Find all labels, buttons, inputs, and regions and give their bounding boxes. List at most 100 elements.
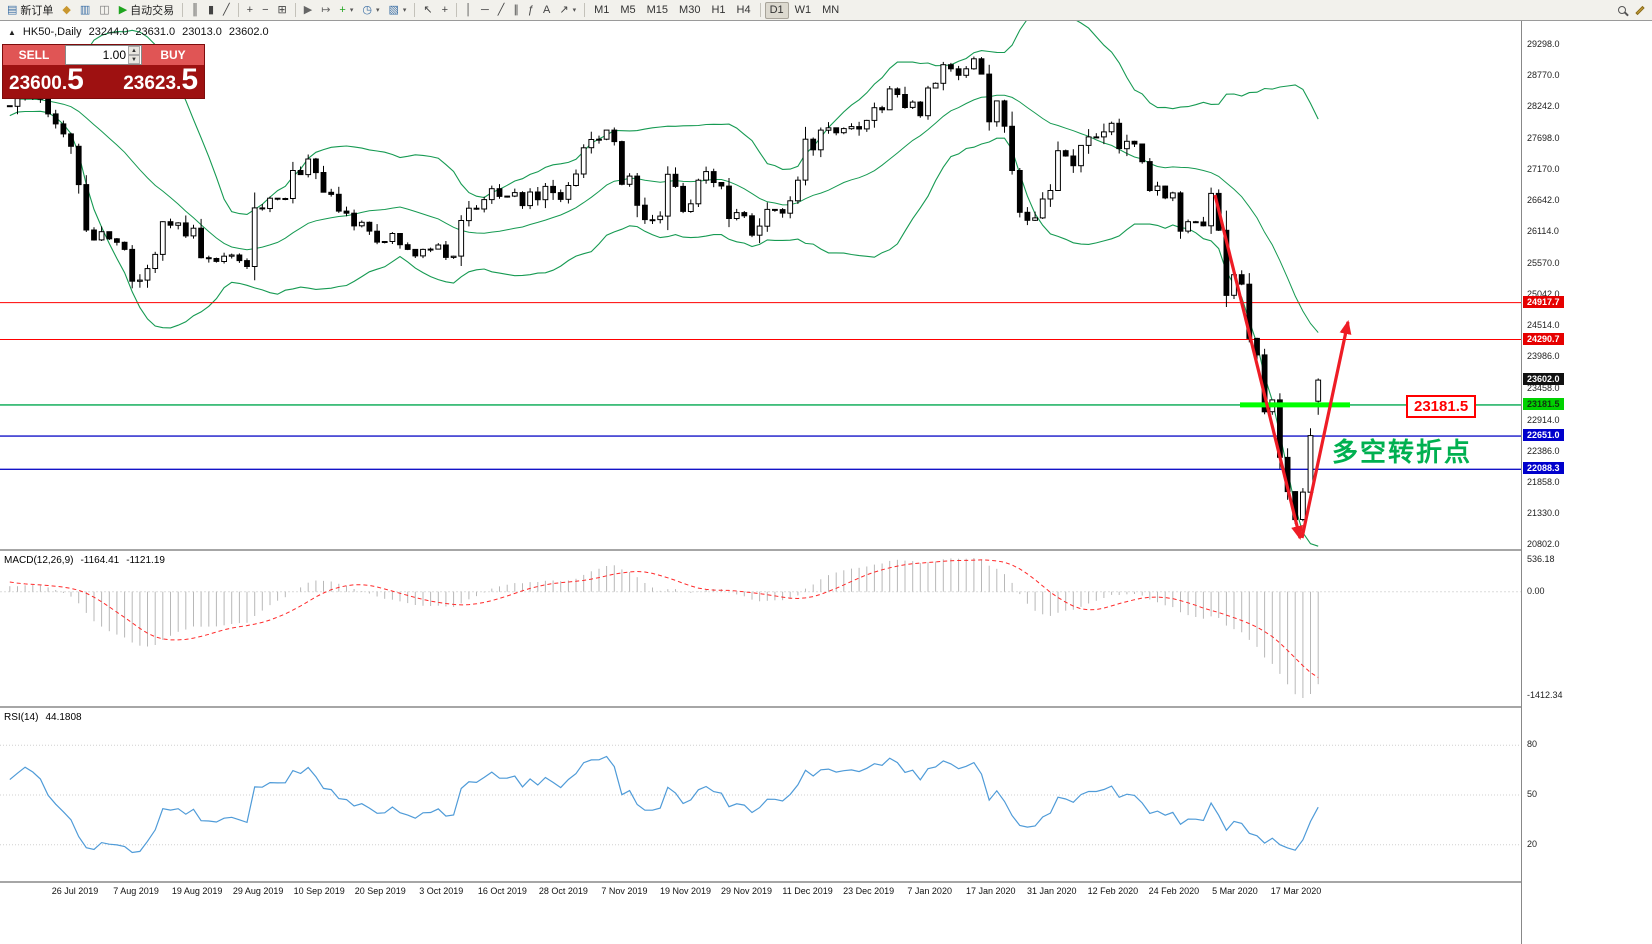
toolbar-separator [584, 3, 586, 17]
bar-chart-icon[interactable]: ║ [187, 2, 203, 19]
date-label: 23 Dec 2019 [843, 886, 895, 896]
timeframe-w1-label: W1 [794, 4, 812, 16]
timeframe-m5-label: M5 [620, 4, 636, 16]
main-plot[interactable] [0, 11, 1521, 547]
add-indicator-button-glyph: + [339, 3, 346, 16]
time-axis[interactable]: 26 Jul 2019 7 Aug 2019 19 Aug 2019 29 Aug 2… [0, 883, 1521, 901]
timeframe-mn[interactable]: MN [817, 2, 844, 19]
price-tick: 27170.0 [1527, 163, 1560, 174]
date-label: 7 Nov 2019 [601, 886, 648, 896]
candlestick-chart-icon[interactable]: ▮ [204, 2, 218, 19]
buy-price[interactable]: 23623. 5 [123, 65, 198, 94]
trend-arrow[interactable] [1300, 320, 1352, 539]
channel-icon[interactable]: ∥ [509, 2, 523, 19]
chart-shift-icon-glyph: ↦ [321, 3, 331, 16]
crosshair-icon[interactable]: + [438, 2, 452, 19]
chart-shift-icon[interactable]: ↦ [317, 2, 334, 19]
rsi-name: RSI(14) [4, 712, 39, 723]
toolbar-separator [759, 3, 761, 17]
text-label-icon[interactable]: A [539, 2, 554, 19]
timeframe-m1[interactable]: M1 [589, 2, 614, 19]
toolbar-separator [456, 3, 458, 17]
template-menu-icon-glyph: ▧ [388, 3, 399, 16]
trendline-icon[interactable]: ╱ [494, 2, 509, 19]
macd-signal-value: -1121.19 [126, 555, 165, 566]
toolbar-separator [414, 3, 416, 17]
sell-button[interactable]: SELL [3, 45, 65, 65]
date-label: 5 Mar 2020 [1212, 886, 1258, 896]
price-tick: 24514.0 [1527, 320, 1560, 331]
one-click-collapse-icon[interactable]: ▲ [8, 27, 16, 37]
date-label: 29 Nov 2019 [721, 886, 773, 896]
navigator-icon[interactable]: ▥ [76, 2, 94, 19]
vertical-line-icon[interactable]: │ [461, 2, 476, 19]
macd-name: MACD(12,26,9) [4, 555, 74, 566]
chevron-down-icon: ▾ [349, 7, 354, 14]
rsi-panel-separator[interactable] [0, 706, 1652, 708]
macd-plot[interactable] [0, 558, 1521, 698]
timeframe-h4[interactable]: H4 [732, 2, 756, 19]
fibonacci-icon[interactable]: ƒ [524, 2, 538, 19]
price-axis[interactable]: 29298.0 28770.0 28242.0 27698.0 27170.0 26642… [1521, 21, 1652, 944]
timeframe-m30[interactable]: M30 [674, 2, 705, 19]
macd-panel-separator[interactable] [0, 549, 1652, 551]
terminal-icon[interactable]: ◫ [95, 2, 113, 19]
auto-trading-button[interactable]: ▶ 自动交易 [115, 2, 178, 19]
new-order-button[interactable]: ▤ 新订单 [3, 2, 57, 19]
volume-input[interactable]: 1.00 ▲ ▼ [65, 45, 142, 65]
date-label: 10 Sep 2019 [293, 886, 345, 896]
price-tick: 22914.0 [1527, 414, 1560, 425]
horizontal-line-icon[interactable]: ─ [477, 2, 493, 19]
toolbar: ▤ 新订单 ◆ ▥ ◫ ▶ 自动交易 ║ ▮ ╱ + − ⊞ ▶ ↦ + ▾ ◷ ▾ ▧ ▾ ↖ + │ ─ ╱ ∥ ƒ A ↗ ▾ M1 M5… [0, 0, 1652, 21]
support-price-label[interactable]: 23181.5 [1406, 395, 1477, 418]
volume-increase-button[interactable]: ▲ [128, 46, 140, 55]
ohlc-low: 23013.0 [182, 26, 222, 38]
price-badge-22088.3: 22088.3 [1523, 462, 1564, 475]
symbol-title: HK50-,Daily [22, 26, 82, 38]
price-tick: 26642.0 [1527, 194, 1560, 205]
search-icon[interactable] [1614, 2, 1630, 19]
add-indicator-button[interactable]: + ▾ [335, 2, 357, 19]
cursor-icon[interactable]: ↖ [419, 2, 436, 19]
zoom-out-icon[interactable]: − [258, 2, 272, 19]
zoom-in-icon[interactable]: + [243, 2, 257, 19]
turning-point-annotation[interactable]: 多空转折点 [1332, 437, 1473, 467]
auto-scroll-icon[interactable]: ▶ [300, 2, 316, 19]
sell-price-pips: 5 [67, 63, 84, 96]
volume-stepper: ▲ ▼ [128, 46, 140, 64]
ohlc-open: 23244.0 [88, 26, 129, 38]
ohlc-high: 23631.0 [135, 26, 176, 38]
timeframe-d1[interactable]: D1 [764, 1, 789, 19]
volume-decrease-button[interactable]: ▼ [128, 55, 140, 64]
rsi-plot[interactable] [0, 744, 1521, 854]
line-chart-icon[interactable]: ╱ [219, 2, 234, 19]
timeframe-h1[interactable]: H1 [706, 2, 730, 19]
template-menu-icon[interactable]: ▧ ▾ [385, 2, 411, 19]
sell-price[interactable]: 23600. 5 [9, 63, 84, 96]
market-watch-icon-glyph: ◆ [62, 3, 71, 16]
quick-edit-icon[interactable] [1631, 2, 1649, 19]
date-label: 11 Dec 2019 [782, 886, 833, 896]
price-tick: 29298.0 [1527, 38, 1560, 49]
arrows-tool-icon-glyph: ↗ [559, 3, 569, 16]
date-label: 19 Aug 2019 [171, 886, 223, 896]
trend-arrow[interactable] [1213, 194, 1303, 540]
arrows-tool-icon[interactable]: ↗ ▾ [555, 2, 580, 19]
timeframe-m15[interactable]: M15 [642, 2, 673, 19]
tile-windows-icon[interactable]: ⊞ [274, 2, 291, 19]
timeframe-m5[interactable]: M5 [615, 2, 640, 19]
buy-button[interactable]: BUY [142, 45, 204, 65]
price-tick: 21858.0 [1527, 476, 1560, 487]
market-watch-icon[interactable]: ◆ [58, 2, 74, 19]
timeframe-w1[interactable]: W1 [790, 2, 817, 19]
chart-svg[interactable] [0, 0, 1521, 944]
toolbar-separator [294, 3, 296, 17]
text-label-icon-glyph: A [543, 3, 551, 16]
period-menu-icon[interactable]: ◷ ▾ [358, 2, 383, 19]
timeframe-h4-label: H4 [736, 4, 751, 16]
macd-main-value: -1164.41 [80, 555, 120, 566]
trendline-icon-glyph: ╱ [497, 3, 505, 16]
timeframe-mn-label: MN [822, 4, 840, 16]
timeframe-m15-label: M15 [646, 4, 669, 16]
